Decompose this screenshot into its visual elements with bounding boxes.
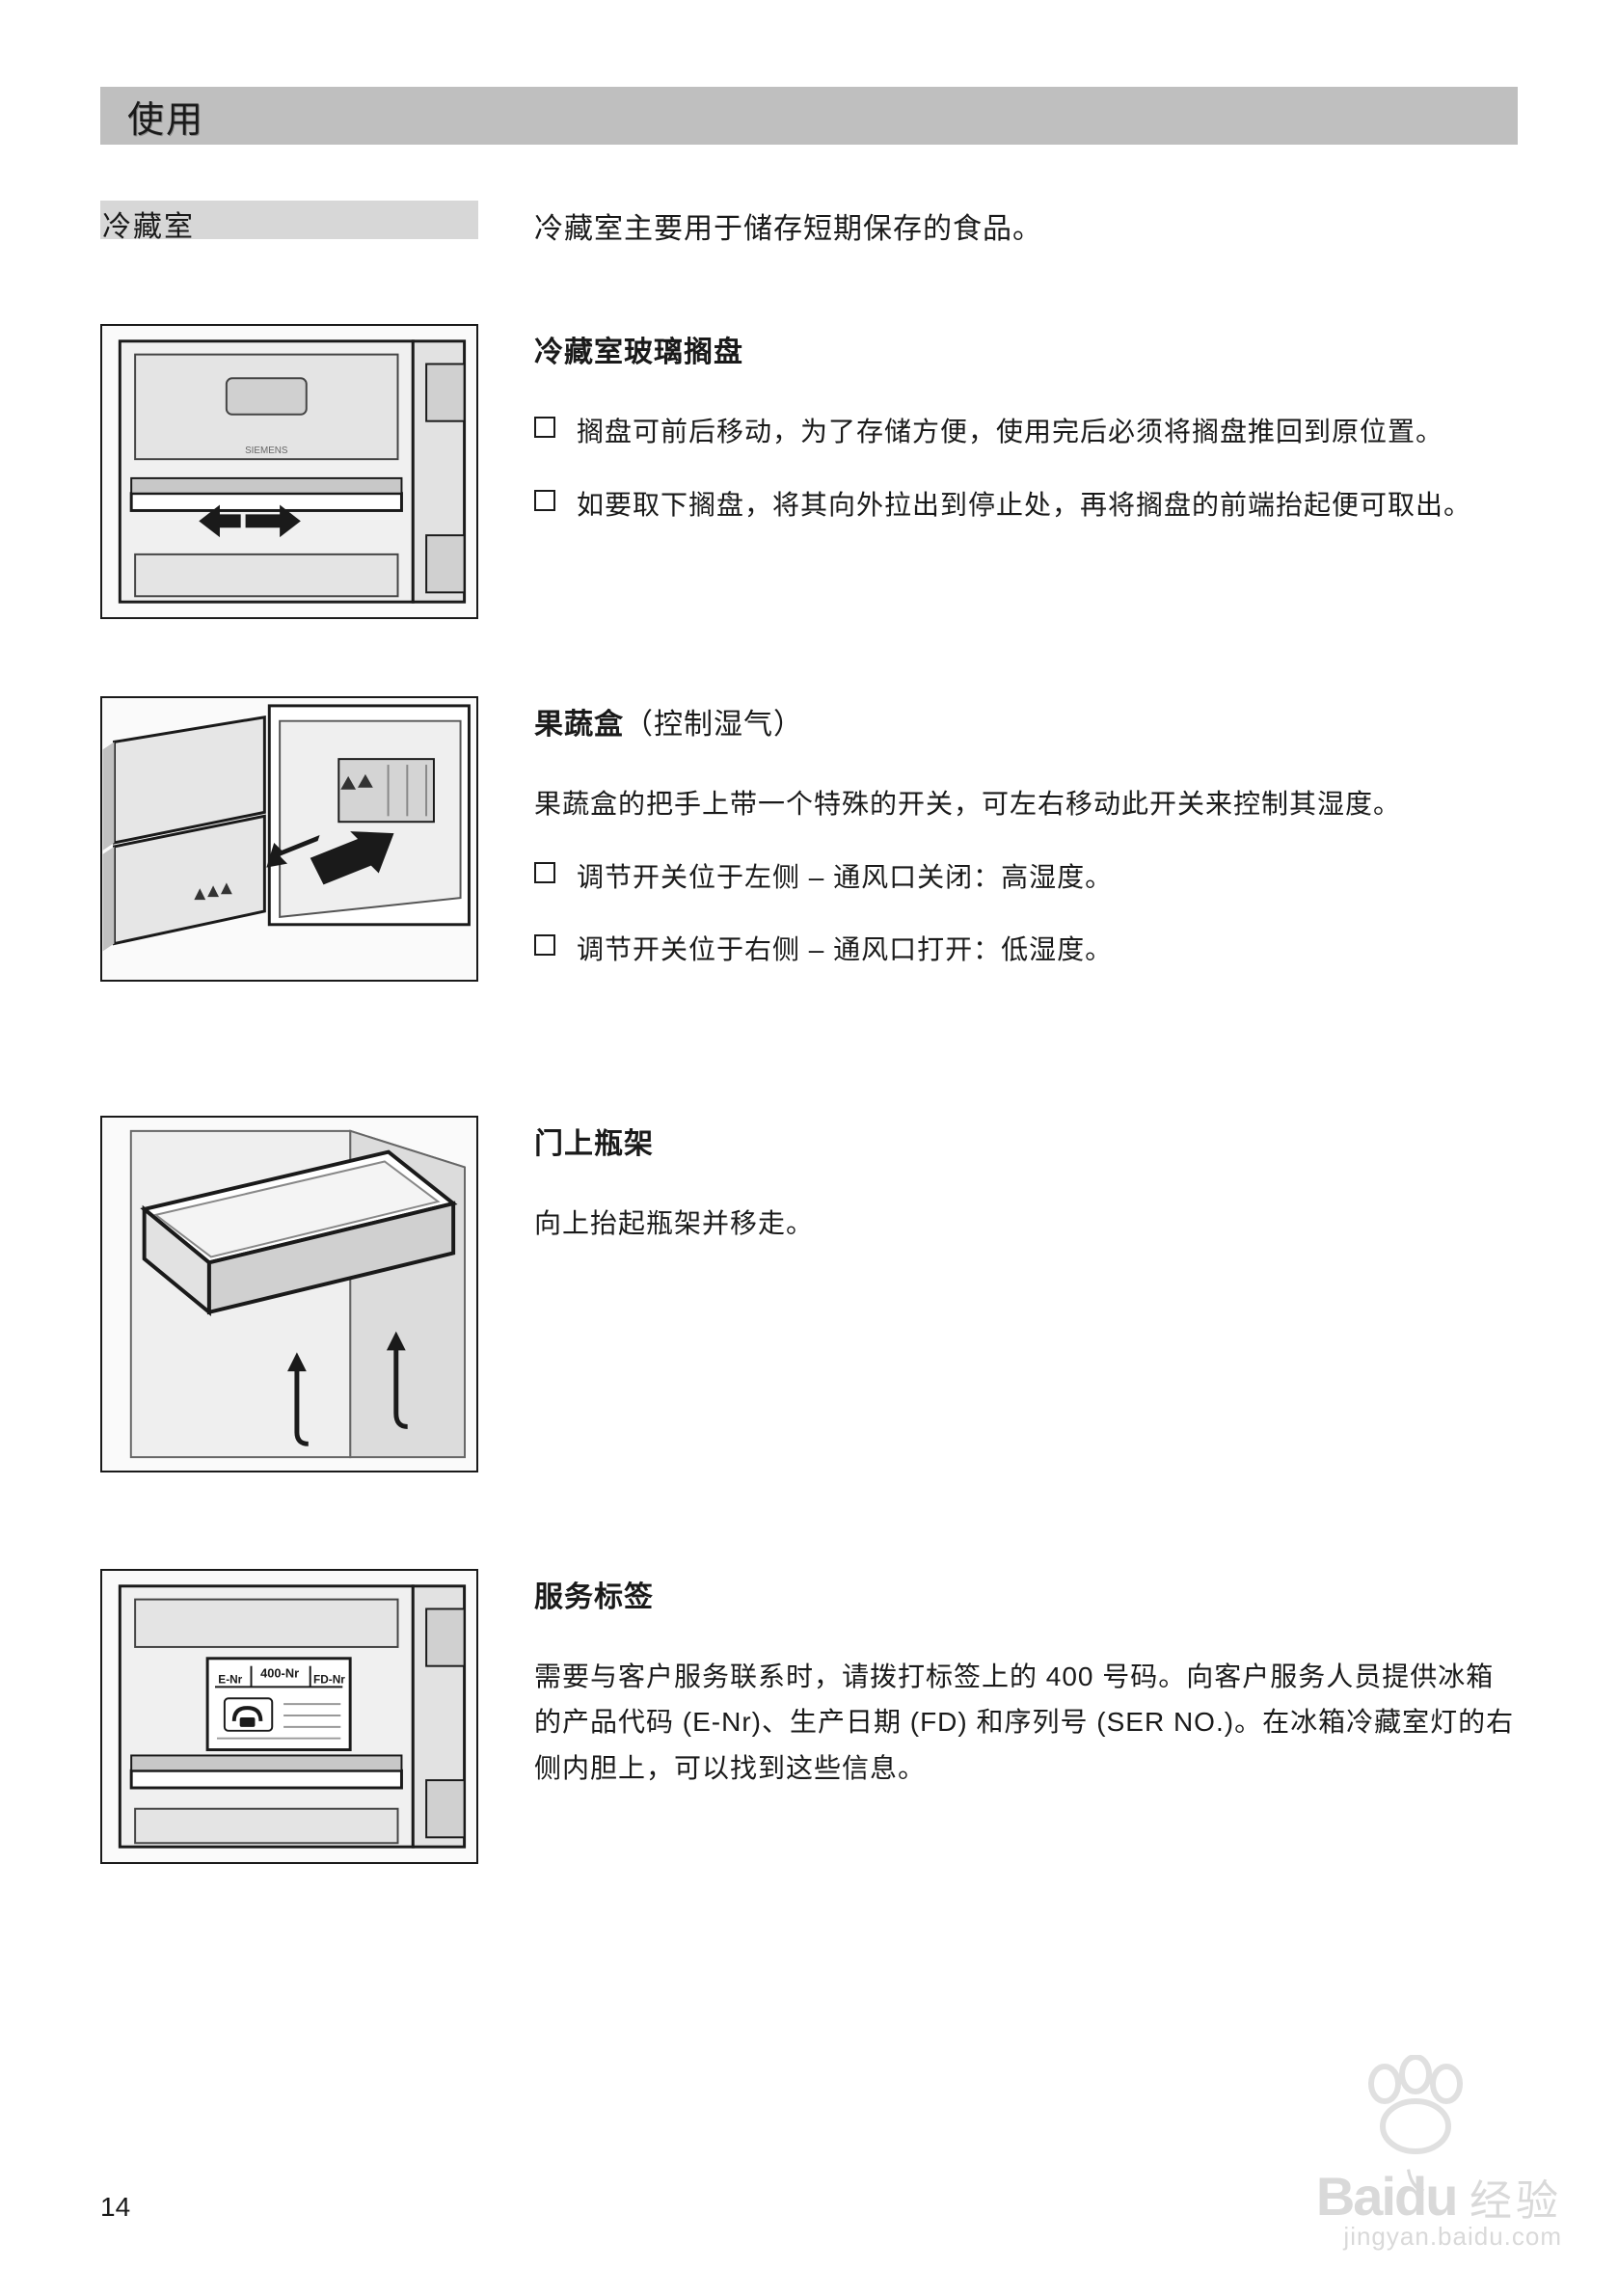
block4-body: 需要与客户服务联系时，请拨打标签上的 400 号码。向客户服务人员提供冰箱的产品…	[534, 1654, 1518, 1792]
bullet-text: 调节开关位于右侧 – 通风口打开：低湿度。	[577, 927, 1113, 973]
block-service-label: 400-Nr E-Nr FD-Nr 服务标签 需要与客户服务联系时，请拨打标签上…	[100, 1569, 1518, 1864]
list-item: 如要取下搁盘，将其向外拉出到停止处，再将搁盘的前端抬起便可取出。	[534, 482, 1518, 528]
brand-label: SIEMENS	[245, 446, 288, 456]
bullet-text: 如要取下搁盘，将其向外拉出到停止处，再将搁盘的前端抬起便可取出。	[577, 482, 1471, 528]
svg-text:400-Nr: 400-Nr	[260, 1665, 299, 1680]
list-item: 搁盘可前后移动，为了存储方便，使用完后必须将搁盘推回到原位置。	[534, 409, 1518, 455]
heading-light: （控制湿气）	[624, 709, 803, 741]
checkbox-icon	[534, 417, 555, 438]
svg-text:FD-Nr: FD-Nr	[313, 1672, 345, 1686]
watermark: Bai㇏du 经验 jingyan.baidu.com	[1316, 2165, 1562, 2252]
block2-body: 果蔬盒的把手上带一个特殊的开关，可左右移动此开关来控制其湿度。	[534, 781, 1518, 827]
checkbox-icon	[534, 934, 555, 956]
watermark-paw-icon	[1358, 2055, 1473, 2161]
section-label: 冷藏室	[100, 201, 478, 239]
illustration-crisper	[100, 696, 478, 982]
bullet-text: 调节开关位于左侧 – 通风口关闭：高湿度。	[577, 854, 1113, 901]
intro-text: 冷藏室主要用于储存短期保存的食品。	[534, 201, 1042, 247]
illustration-glass-shelf: SIEMENS	[100, 324, 478, 619]
block4-heading: 服务标签	[534, 1573, 1518, 1615]
checkbox-icon	[534, 862, 555, 883]
watermark-logo-cn: 经验	[1470, 2177, 1562, 2225]
page-title: 使用	[127, 90, 204, 143]
watermark-url: jingyan.baidu.com	[1316, 2222, 1562, 2252]
page-header: 使用	[100, 87, 1518, 145]
block2-heading: 果蔬盒（控制湿气）	[534, 700, 1518, 743]
page-number: 14	[100, 2192, 130, 2223]
checkbox-icon	[534, 490, 555, 511]
block-crisper: 果蔬盒（控制湿气） 果蔬盒的把手上带一个特殊的开关，可左右移动此开关来控制其湿度…	[100, 696, 1518, 1000]
illustration-service-label: 400-Nr E-Nr FD-Nr	[100, 1569, 478, 1864]
block-glass-shelf: SIEMENS 冷藏室玻璃搁盘 搁盘可前后移动，为了存储方便，使用完后必须将搁盘…	[100, 324, 1518, 619]
block3-body: 向上抬起瓶架并移走。	[534, 1201, 1518, 1247]
block-door-rack: 门上瓶架 向上抬起瓶架并移走。	[100, 1116, 1518, 1472]
block3-heading: 门上瓶架	[534, 1120, 1518, 1162]
list-item: 调节开关位于右侧 – 通风口打开：低湿度。	[534, 927, 1518, 973]
heading-bold: 果蔬盒	[534, 709, 624, 741]
block1-heading: 冷藏室玻璃搁盘	[534, 328, 1518, 370]
watermark-logo-bai: Bai	[1316, 2166, 1394, 2227]
illustration-door-rack	[100, 1116, 478, 1472]
svg-text:E-Nr: E-Nr	[218, 1672, 242, 1686]
bullet-text: 搁盘可前后移动，为了存储方便，使用完后必须将搁盘推回到原位置。	[577, 409, 1443, 455]
list-item: 调节开关位于左侧 – 通风口关闭：高湿度。	[534, 854, 1518, 901]
